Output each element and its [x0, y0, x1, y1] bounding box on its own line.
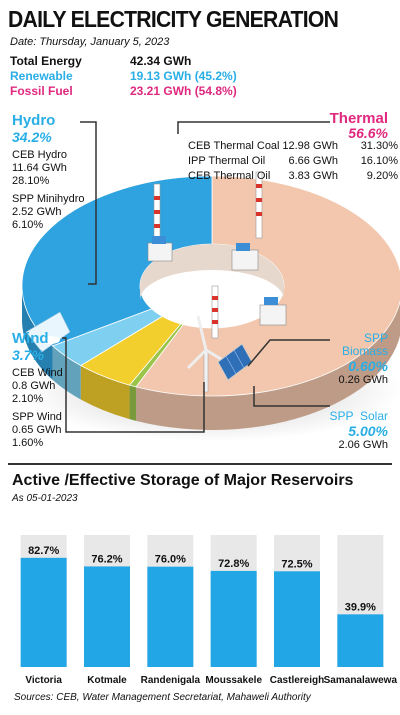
- reservoir-chart-date: As 05-01-2023: [12, 493, 78, 504]
- bar-castlereigh: [274, 571, 320, 667]
- page-title: DAILY ELECTRICITY GENERATION: [8, 6, 339, 32]
- thermal-row-value: 12.98 GWh: [282, 140, 338, 152]
- donut-side-biomass: [129, 385, 137, 421]
- biomass-label-block: SPP Biomass 0.60% 0.26 GWh: [338, 332, 388, 387]
- bar-value-label: 82.7%: [28, 545, 59, 557]
- chimney-2: [255, 171, 263, 239]
- hydro-callout-line: [80, 121, 97, 285]
- dam-icon: [25, 311, 71, 353]
- solar-pct: 5.00%: [348, 423, 388, 439]
- power-plant-icon: [231, 243, 259, 271]
- bar-value-label: 72.8%: [218, 558, 249, 570]
- reservoir-bar-chart: 82.7% Victoria 76.2% Kotmale 76.0% Randenigal…: [20, 535, 398, 686]
- thermal-row-pct: 31.30%: [360, 140, 398, 152]
- thermal-row-value: 3.83 GWh: [288, 170, 338, 182]
- biomass-label-2: Biomass: [341, 344, 388, 358]
- bar-category-label: Castlereigh: [270, 675, 324, 686]
- bar-category-label: Victoria: [25, 675, 62, 686]
- bar-value-label: 72.5%: [281, 558, 312, 570]
- reservoir-chart-title: Active /Effective Storage of Major Reser…: [12, 472, 354, 489]
- sources-note: Sources: CEB, Water Management Secretari…: [14, 692, 311, 703]
- spp-minihydro-name: SPP Minihydro: [12, 193, 85, 205]
- bar-randenigala: [147, 566, 194, 667]
- summary-fossil-value: 23.21 GWh (54.8%): [130, 84, 237, 98]
- report-date: Date: Thursday, January 5, 2023: [10, 36, 170, 48]
- thermal-row-name: CEB Thermal Coal: [188, 140, 280, 152]
- thermal-row-pct: 16.10%: [360, 155, 398, 167]
- bar-category-label: Samanalawewa: [324, 675, 398, 686]
- summary-fossil-label: Fossil Fuel: [10, 84, 73, 98]
- thermal-row: CEB Thermal Oil 3.83 GWh 9.20%: [188, 170, 398, 185]
- summary-renewable: Renewable 19.13 GWh (45.2%): [10, 69, 240, 83]
- wind-title: Wind: [12, 330, 49, 347]
- thermal-pct: 56.6%: [348, 125, 388, 141]
- thermal-callout-line: [177, 121, 330, 134]
- hydro-label-block: Hydro 34.2% CEB Hydro 11.64 GWh 28.10% S…: [12, 112, 85, 232]
- solar-callout-line: [253, 386, 330, 407]
- summary-total-label: Total Energy: [10, 54, 82, 68]
- thermal-title: Thermal: [329, 110, 388, 127]
- ceb-hydro-pct: 28.10%: [12, 175, 50, 187]
- ceb-hydro-name: CEB Hydro: [12, 149, 68, 161]
- chimney-3: [211, 285, 219, 339]
- biomass-value: 0.26 GWh: [338, 374, 388, 386]
- thermal-table: CEB Thermal Coal 12.98 GWh 31.30% IPP Th…: [188, 140, 398, 185]
- solar-label: SPP Solar: [329, 409, 388, 423]
- summary-renewable-value: 19.13 GWh (45.2%): [130, 69, 237, 83]
- hydro-title: Hydro: [12, 112, 56, 129]
- wind-pct: 3.7%: [12, 347, 44, 363]
- spp-minihydro-pct: 6.10%: [12, 219, 44, 231]
- bar-category-label: Randenigala: [141, 675, 201, 686]
- hydro-pct: 34.2%: [12, 129, 52, 145]
- power-plant-icon: [147, 236, 173, 262]
- wind-label-block: Wind 3.7% CEB Wind 0.8 GWh 2.10% SPP Win…: [12, 330, 63, 450]
- spp-minihydro-value: 2.52 GWh: [12, 206, 62, 218]
- section-divider: [8, 463, 392, 465]
- summary-total: Total Energy 42.34 GWh: [10, 54, 240, 68]
- ceb-hydro-value: 11.64 GWh: [12, 162, 67, 174]
- bar-value-label: 39.9%: [345, 601, 376, 613]
- ceb-wind-value: 0.8 GWh: [12, 380, 56, 392]
- bar-victoria: [20, 557, 67, 667]
- bar-value-label: 76.2%: [91, 553, 122, 565]
- donut-side-solar: [80, 365, 130, 420]
- bar-samanalawewa: [337, 614, 384, 667]
- solar-value: 2.06 GWh: [338, 439, 388, 451]
- thermal-row-name: IPP Thermal Oil: [188, 155, 266, 167]
- bar-category-label: Moussakele: [205, 675, 262, 686]
- solar-label-block: SPP Solar 5.00% 2.06 GWh: [330, 410, 388, 452]
- wind-callout-line: [62, 337, 205, 433]
- spp-wind-value: 0.65 GWh: [12, 424, 62, 436]
- biomass-callout-line: [247, 339, 330, 367]
- biomass-pct: 0.60%: [348, 358, 388, 374]
- thermal-row-pct: 9.20%: [366, 170, 398, 182]
- ceb-wind-name: CEB Wind: [12, 367, 63, 379]
- thermal-row-value: 6.66 GWh: [288, 155, 338, 167]
- summary-renewable-label: Renewable: [10, 69, 73, 83]
- summary-total-value: 42.34 GWh: [130, 54, 192, 68]
- power-plant-icon: [259, 297, 287, 326]
- thermal-row-name: CEB Thermal Oil: [188, 170, 271, 182]
- biomass-label-1: SPP: [363, 331, 388, 345]
- thermal-row: IPP Thermal Oil 6.66 GWh 16.10%: [188, 155, 398, 170]
- spp-wind-name: SPP Wind: [12, 411, 62, 423]
- summary-fossil: Fossil Fuel 23.21 GWh (54.8%): [10, 84, 240, 98]
- thermal-row: CEB Thermal Coal 12.98 GWh 31.30%: [188, 140, 398, 155]
- bar-kotmale: [84, 566, 130, 667]
- donut-top: [21, 175, 400, 397]
- donut-side-thermal: [136, 301, 400, 430]
- generation-donut-chart: [21, 121, 400, 442]
- bar-moussakele: [210, 570, 257, 667]
- bar-category-label: Kotmale: [87, 675, 127, 686]
- ceb-wind-pct: 2.10%: [12, 393, 44, 405]
- bar-value-label: 76.0%: [155, 554, 186, 566]
- spp-wind-pct: 1.60%: [12, 437, 44, 449]
